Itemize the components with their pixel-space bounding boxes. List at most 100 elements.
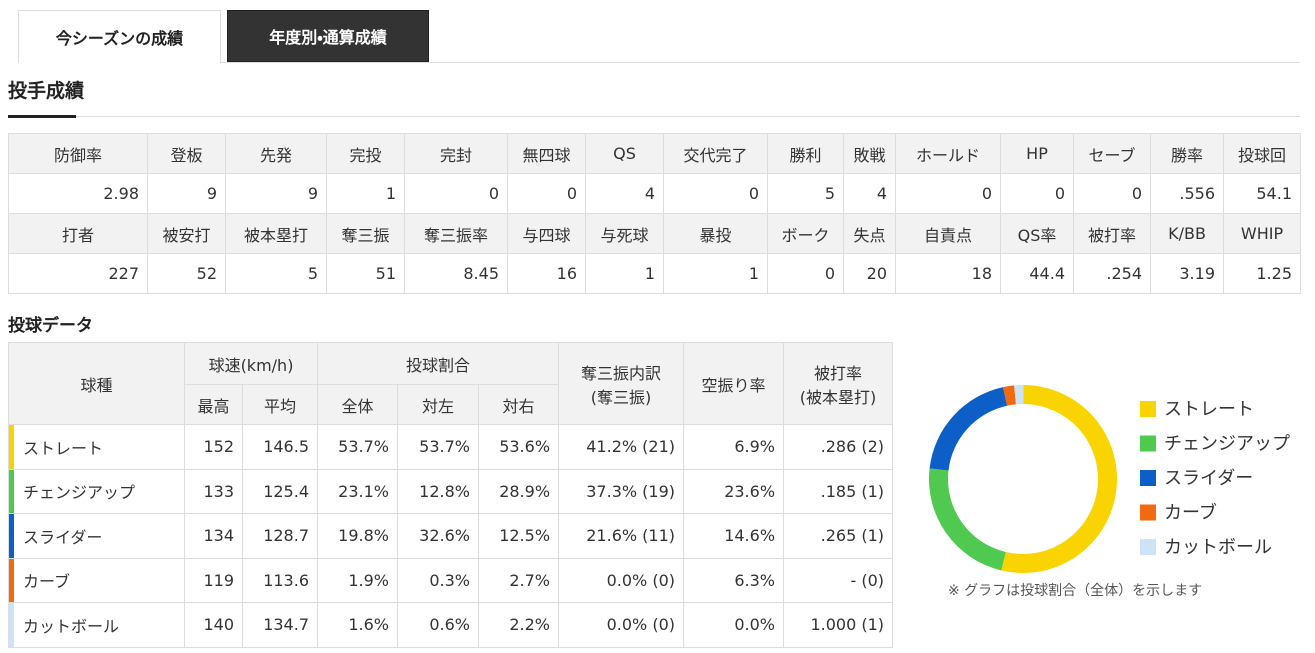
pitch-value: .265 (1) — [783, 513, 894, 559]
pitch-row: チェンジアップ 133 125.4 23.1% 12.8% 28.9% 37.3% (19)… — [8, 468, 894, 514]
tab-line — [221, 62, 1300, 63]
stats-header: HP — [1000, 133, 1074, 174]
stats-header: 勝利 — [767, 133, 844, 174]
pitch-name-cell: カットボール — [8, 602, 185, 648]
section-title: 投球データ — [8, 316, 93, 336]
stats-row: 打者 被安打 被本塁打 奪三振 奪三振率 与四球 与死球 暴投 ボーク 失点 自責点 QS率 被打率 K/… — [8, 213, 1301, 254]
pitch-value: 0.0% — [683, 602, 785, 648]
pitch-value: 28.9% — [477, 468, 560, 514]
stats-header: 無四球 — [507, 133, 586, 174]
legend-swatch — [1140, 504, 1156, 521]
pitch-value: 128.7 — [242, 513, 318, 559]
stats-value: 44.4 — [1000, 253, 1074, 294]
stats-header: 防御率 — [8, 133, 148, 174]
pie-slice — [1003, 385, 1016, 406]
column-header: 空振り率 — [683, 342, 785, 425]
legend-swatch — [1140, 539, 1156, 555]
stats-value: 0 — [895, 173, 1001, 214]
stats-value: 1.25 — [1223, 253, 1301, 294]
stats-value: 4 — [843, 173, 896, 214]
stats-header: セーブ — [1073, 133, 1151, 174]
pitch-value: 23.6% — [683, 468, 785, 514]
stats-header: 登板 — [147, 133, 226, 174]
pitch-value: .185 (1) — [783, 468, 894, 514]
stats-value: 54.1 — [1223, 173, 1301, 214]
header-text: 空振り率 — [701, 375, 766, 395]
column-subheader: 対右 — [477, 384, 560, 425]
pitch-value: 0.3% — [397, 557, 479, 603]
pitch-name: ストレート — [23, 438, 104, 458]
stats-value: 1 — [663, 253, 768, 294]
tab[interactable]: 今シーズンの成績 — [18, 10, 221, 63]
stats-header: QS率 — [1000, 213, 1074, 254]
legend-swatch — [1140, 470, 1156, 486]
pitch-value: 140 — [184, 602, 243, 648]
column-header: 投球割合 — [316, 342, 560, 385]
stats-header: 与四球 — [507, 213, 586, 254]
pitch-value: 134 — [184, 513, 243, 559]
stats-row: 227 52 5 51 8.45 16 1 1 0 20 18 44.4.254 3.19 1.25 — [8, 253, 1301, 294]
stats-value: 18 — [895, 253, 1001, 294]
pitch-value: 1.6% — [317, 602, 398, 648]
stats-value: 52 — [147, 253, 226, 294]
stats-header: ホールド — [895, 133, 1001, 174]
stats-header: K/BB — [1150, 213, 1224, 254]
title-underline — [8, 115, 76, 118]
pitch-value: 37.3% (19) — [558, 468, 685, 514]
pitch-value: 53.7% — [397, 424, 479, 470]
header-text: 球速(km/h) — [208, 355, 294, 375]
pitch-value: 1.9% — [317, 557, 398, 603]
pitch-value: 12.8% — [397, 468, 479, 514]
legend-label: チェンジアップ — [1164, 434, 1290, 455]
stats-header: 奪三振 — [326, 213, 405, 254]
legend-swatch — [1140, 435, 1156, 452]
pitch-value: 1.000 (1) — [783, 602, 894, 648]
pie-slice — [1001, 385, 1117, 573]
stats-value: 5 — [767, 173, 844, 214]
stats-value: 51 — [326, 253, 405, 294]
stats-header: 自責点 — [895, 213, 1001, 254]
divider — [8, 116, 1300, 117]
stats-header: 被打率 — [1073, 213, 1151, 254]
stats-value: 2.98 — [8, 173, 148, 214]
tab[interactable]: 年度別・通算成績 — [227, 10, 429, 62]
stats-header: 先発 — [225, 133, 327, 174]
stats-value: .254 — [1073, 253, 1151, 294]
pitch-value: 41.2% (21) — [558, 424, 685, 470]
pitch-value: 125.4 — [242, 468, 318, 514]
header-row: 最高 平均 全体 対左 対右 — [9, 384, 893, 425]
column-header: 奪三振内訳 (奪三振) — [558, 342, 685, 425]
pitch-name: カーブ — [23, 572, 71, 592]
pitch-value: 14.6% — [683, 513, 785, 559]
pitch-value: 19.8% — [317, 513, 398, 559]
pitch-table: 球種 球速(km/h) 投球割合 奪三振内訳 (奪三振) 空振り率 被打率 (被本塁打) 最高平… — [8, 342, 894, 648]
pitch-name-cell: スライダー — [8, 513, 185, 559]
header-text: 球種 — [80, 375, 113, 395]
stats-value: 5 — [225, 253, 327, 294]
pitch-value: 2.2% — [477, 602, 560, 648]
column-header: 球速(km/h) — [184, 342, 318, 385]
stats-value: 9 — [147, 173, 226, 214]
pitch-value: 0.0% (0) — [558, 557, 685, 603]
stats-value: 3.19 — [1150, 253, 1224, 294]
column-subheader: 全体 — [317, 384, 398, 425]
stats-header: 与死球 — [585, 213, 664, 254]
pie-slice — [929, 468, 1006, 571]
pitch-row: ストレート 152 146.5 53.7% 53.7% 53.6% 41.2% (21) 6.… — [8, 424, 894, 470]
color-stripe — [9, 469, 14, 513]
pitch-value: 133 — [184, 468, 243, 514]
stats-header: WHIP — [1223, 213, 1301, 254]
pitch-name: カットボール — [23, 616, 120, 636]
stats-header: 敗戦 — [843, 133, 896, 174]
column-header: 被打率 (被本塁打) — [783, 342, 894, 425]
stats-value: 9 — [225, 173, 327, 214]
legend-label: ストレート — [1164, 399, 1254, 420]
pitch-value: 6.3% — [683, 557, 785, 603]
stats-header: 投球回 — [1223, 133, 1301, 174]
column-header: 球種 — [8, 342, 185, 425]
column-subheader: 平均 — [242, 384, 318, 425]
column-subheader: 対左 — [397, 384, 479, 425]
stats-value: .556 — [1150, 173, 1224, 214]
